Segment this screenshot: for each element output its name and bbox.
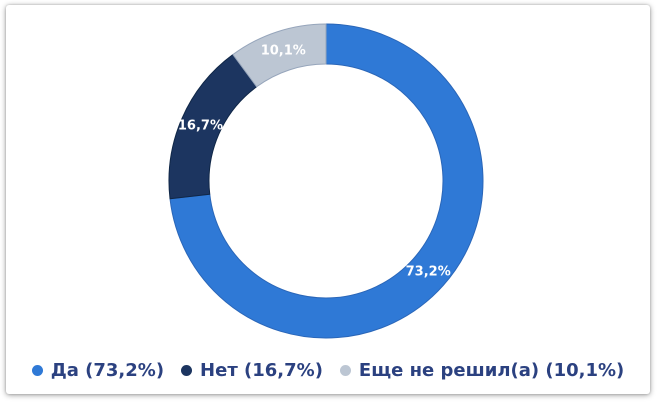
legend-bullet-icon [31,365,43,376]
legend-item-2[interactable]: Еще не решил(а) (10,1%) [339,360,625,381]
donut-chart-canvas: 73,2% 16,7% 10,1% [168,23,484,339]
poll-results-card: 73,2% 16,7% 10,1% Да (73,2%) Нет (16,7%) Еще… [6,5,650,394]
slice-label-2: 10,1% [261,43,306,58]
legend-item-label: Еще не решил(а) (10,1%) [358,360,625,381]
legend-bullet-icon [339,365,351,376]
legend-item-0[interactable]: Да (73,2%) [31,360,165,381]
legend-item-1[interactable]: Нет (16,7%) [181,360,323,381]
slice-label-1: 16,7% [178,119,223,134]
legend-bullet-icon [181,365,193,376]
donut-slice-0[interactable] [169,23,484,339]
donut-slice-2[interactable] [232,23,327,88]
legend-item-label: Нет (16,7%) [200,360,323,381]
slice-label-0: 73,2% [406,265,451,280]
legend-item-label: Да (73,2%) [50,360,165,381]
donut-chart: 73,2% 16,7% 10,1% [6,5,650,347]
chart-legend: Да (73,2%) Нет (16,7%) Еще не решил(а) (10… [6,360,650,381]
